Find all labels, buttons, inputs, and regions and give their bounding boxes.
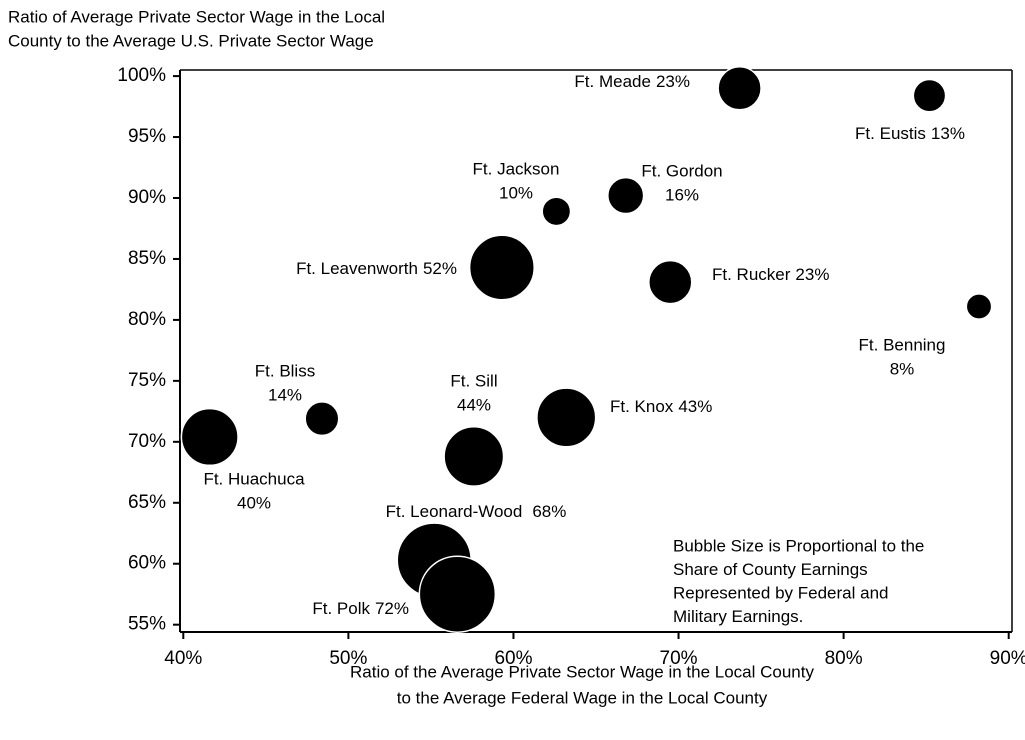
note: Share of County Earnings xyxy=(673,560,868,579)
x-axis-title: Ratio of the Average Private Sector Wage… xyxy=(350,662,814,681)
bubble-value-label: 40% xyxy=(237,493,271,512)
bubble xyxy=(418,555,497,633)
bubble-label: Ft. Bliss xyxy=(255,361,315,380)
x-tick-label: 70% xyxy=(660,648,698,669)
x-axis-title: to the Average Federal Wage in the Local… xyxy=(397,688,768,707)
x-tick-label: 50% xyxy=(329,648,367,669)
bubble xyxy=(304,401,340,437)
bubble xyxy=(648,259,693,305)
y-tick-label: 60% xyxy=(128,553,166,574)
y-tick-label: 85% xyxy=(128,248,166,269)
bubble xyxy=(607,176,645,215)
bubble xyxy=(443,425,505,487)
bubble-label-line: Ft. Leavenworth 52% xyxy=(296,259,457,278)
bubble-value-label: 10% xyxy=(499,183,533,202)
bubble-label: Ft. Meade xyxy=(574,72,651,91)
y-tick-label: 55% xyxy=(128,614,166,635)
bubble-label: Ft. Jackson xyxy=(473,159,560,178)
x-tick-label: 90% xyxy=(990,648,1025,669)
y-tick-label: 65% xyxy=(128,492,166,513)
note: Military Earnings. xyxy=(673,607,803,626)
bubble-label-line: Ft. Rucker 23% xyxy=(712,265,829,284)
bubble-label-line: Ft. Meade 23% xyxy=(574,72,690,91)
bubble-value-label: 43% xyxy=(678,397,712,416)
bubble-value-label: 13% xyxy=(931,124,965,143)
bubble-label: Ft. Polk xyxy=(312,599,370,618)
bubble-label: Ft. Gordon xyxy=(641,161,722,180)
x-tick-label: 80% xyxy=(825,648,863,669)
bubble xyxy=(912,78,947,113)
bubble-label: Ft. Knox xyxy=(610,397,674,416)
bubble xyxy=(717,66,762,111)
bubble-value-label: 23% xyxy=(795,265,829,284)
bubble xyxy=(541,196,572,227)
bubble-value-label: 68% xyxy=(532,502,566,521)
bubble-value-label: 8% xyxy=(890,359,915,378)
bubble-label-line: Ft. Polk 72% xyxy=(312,599,409,618)
x-tick-label: 40% xyxy=(164,648,202,669)
note: Bubble Size is Proportional to the xyxy=(673,536,924,555)
bubble xyxy=(965,293,993,320)
bubble-label: Ft. Huachuca xyxy=(203,469,305,488)
y-tick-label: 100% xyxy=(117,65,166,86)
bubble-value-label: 44% xyxy=(457,395,491,414)
x-tick-label: 60% xyxy=(494,648,532,669)
bubble-label: Ft. Benning xyxy=(859,335,946,354)
bubble-label-line: Ft. Eustis 13% xyxy=(855,124,965,143)
bubble-value-label: 52% xyxy=(423,259,457,278)
y-tick-label: 95% xyxy=(128,126,166,147)
bubble-value-label: 72% xyxy=(375,599,409,618)
bubble-label: Ft. Eustis xyxy=(855,124,926,143)
bubble-label: Ft. Leavenworth xyxy=(296,259,418,278)
bubble xyxy=(468,234,535,301)
bubble-label-line: Ft. Leonard-Wood 68% xyxy=(386,502,567,521)
bubble-value-label: 14% xyxy=(268,385,302,404)
y-tick-label: 90% xyxy=(128,187,166,208)
bubble-label: Ft. Sill xyxy=(450,371,497,390)
bubble xyxy=(536,387,597,448)
bubble-label: Ft. Leonard-Wood xyxy=(386,502,523,521)
bubble-value-label: 16% xyxy=(665,185,699,204)
bubble-value-label: 23% xyxy=(656,72,690,91)
bubble-label-line: Ft. Knox 43% xyxy=(610,397,712,416)
bubble-label: Ft. Rucker xyxy=(712,265,791,284)
y-tick-label: 75% xyxy=(128,370,166,391)
bubble xyxy=(180,407,239,467)
y-axis-title: Ratio of Average Private Sector Wage in … xyxy=(8,7,385,26)
y-tick-label: 80% xyxy=(128,309,166,330)
note: Represented by Federal and xyxy=(673,583,888,602)
y-tick-label: 70% xyxy=(128,431,166,452)
y-axis-title: County to the Average U.S. Private Secto… xyxy=(8,31,374,50)
